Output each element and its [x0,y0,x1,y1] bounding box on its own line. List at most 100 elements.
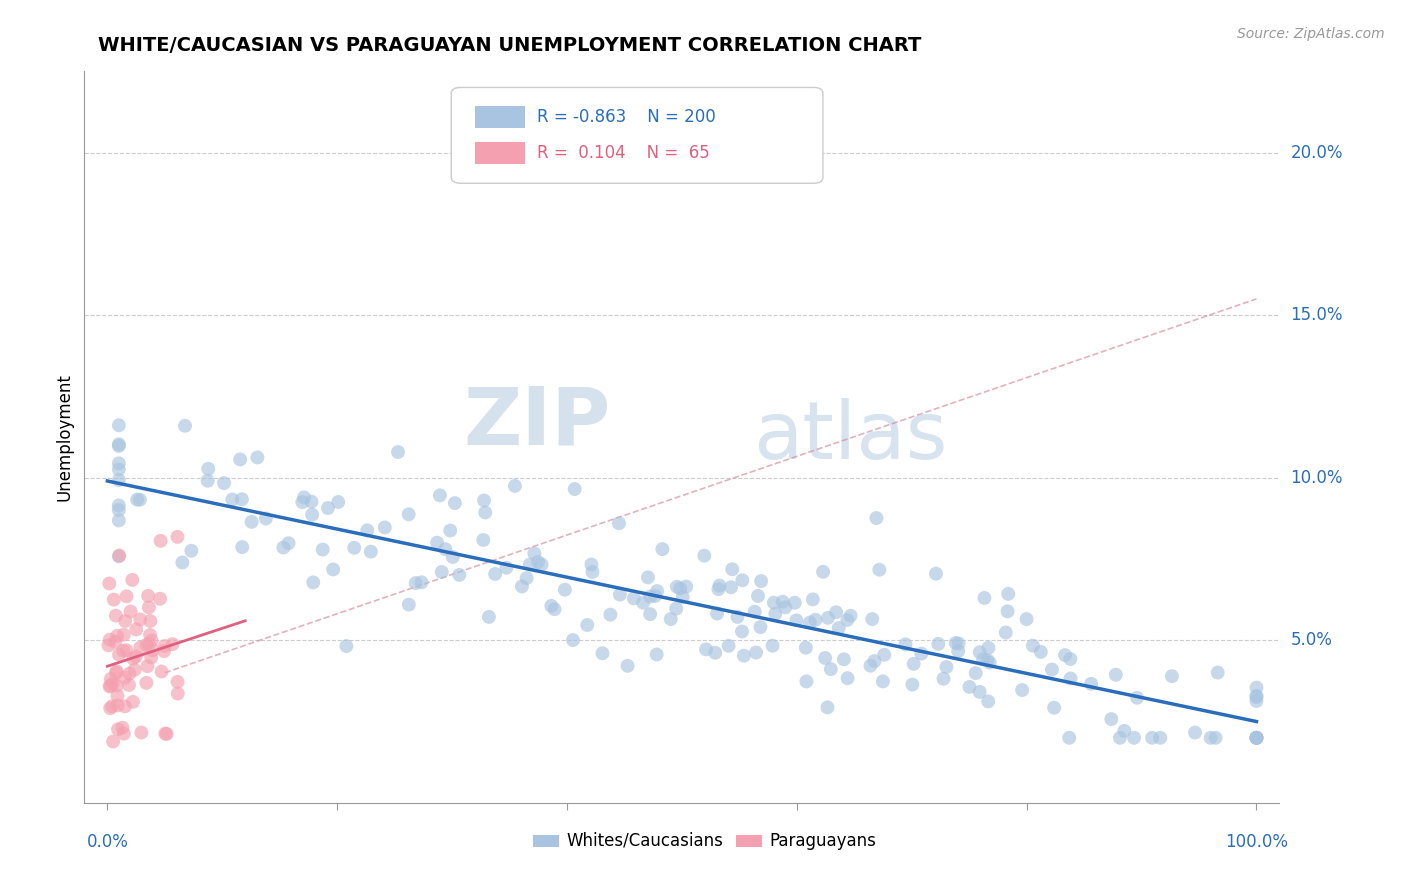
Point [721,562,744,576]
Point [693,549,716,563]
Point [108,462,131,476]
Point [783,596,806,610]
Point [312,542,335,557]
Point [115,590,138,604]
Point [120,605,142,619]
Point [972,652,994,666]
Point [121,573,143,587]
Point [197,462,219,476]
Point [1199,731,1222,745]
Point [101,699,124,714]
Point [801,592,824,607]
Point [112,643,135,657]
Point [212,476,235,491]
Text: Source: ZipAtlas.com: Source: ZipAtlas.com [1237,27,1385,41]
Point [979,656,1001,670]
Point [1040,663,1063,677]
Point [97,638,120,652]
Point [1043,700,1066,714]
Point [374,520,396,534]
Point [107,689,129,703]
Text: R = -0.863    N = 200: R = -0.863 N = 200 [537,108,716,126]
Point [817,700,839,714]
Point [98,679,121,693]
Point [733,648,755,663]
Point [564,482,586,496]
Point [811,565,834,579]
Point [441,549,464,564]
Point [107,723,129,737]
Point [859,658,882,673]
Point [638,607,661,621]
Point [101,734,124,748]
Point [1246,731,1268,745]
Point [747,589,769,603]
Point [1057,731,1080,745]
Point [472,493,495,508]
Point [1022,639,1045,653]
Point [644,589,666,603]
Point [925,566,948,581]
Point [125,649,148,664]
Point [804,613,827,627]
Point [429,488,451,502]
Point [796,674,818,689]
Point [709,578,731,592]
Point [254,511,277,525]
Point [136,589,159,603]
Point [138,637,160,651]
Point [129,640,152,655]
Point [997,587,1019,601]
Point [1126,690,1149,705]
Point [104,634,127,648]
Text: atlas: atlas [754,398,948,476]
Point [761,639,783,653]
Point [166,674,188,689]
Point [495,560,517,574]
Text: 100.0%: 100.0% [1225,833,1288,851]
Point [439,524,461,538]
Point [1205,731,1227,745]
Point [948,636,970,650]
Point [932,672,955,686]
Point [894,637,917,651]
Point [860,612,883,626]
Point [948,644,970,658]
Point [927,637,949,651]
Point [197,474,219,488]
Point [901,677,924,691]
Point [762,596,785,610]
Point [231,492,253,507]
Point [172,556,194,570]
Point [817,611,839,625]
Point [717,639,740,653]
Point [965,666,987,681]
FancyBboxPatch shape [735,835,762,847]
Point [478,610,501,624]
Point [180,543,202,558]
Point [772,595,794,609]
Point [969,685,991,699]
Point [1246,694,1268,708]
Text: 5.0%: 5.0% [1291,632,1333,649]
Point [141,633,163,648]
Point [731,624,754,639]
Point [138,600,160,615]
Point [794,640,817,655]
Point [1099,712,1122,726]
Point [562,633,585,648]
Point [868,563,890,577]
Point [150,665,173,679]
Point [221,492,243,507]
Point [1246,690,1268,704]
Point [135,676,157,690]
Point [149,533,172,548]
Point [141,650,163,665]
Point [935,660,957,674]
Point [1246,731,1268,745]
Point [356,524,378,538]
Point [959,680,981,694]
Point [977,694,1000,708]
Point [153,639,176,653]
Point [839,608,862,623]
